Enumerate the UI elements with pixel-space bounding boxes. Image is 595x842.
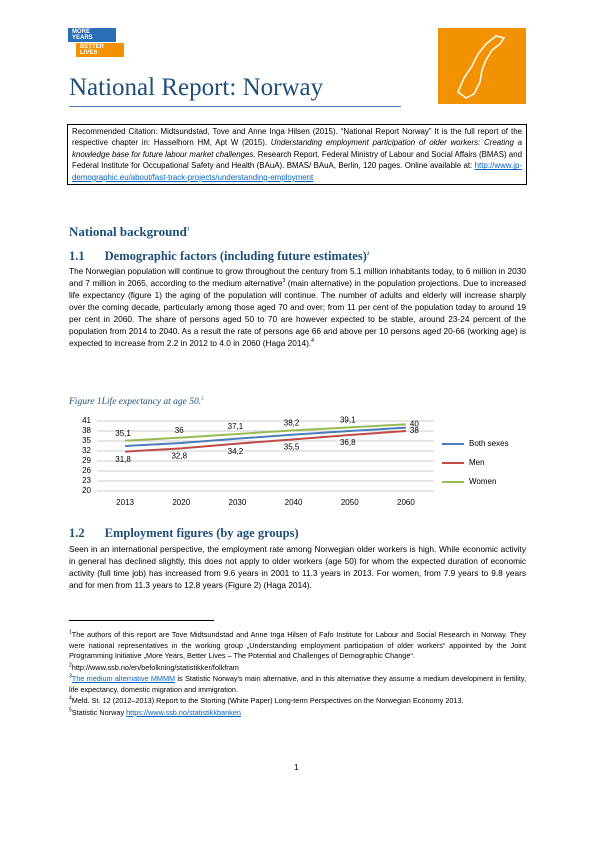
series-line [125, 430, 406, 453]
page-number: 1 [294, 762, 299, 772]
legend-label: Both sexes [469, 439, 509, 448]
map-icon [438, 28, 526, 104]
subsection-heading: 1.1 Demographic factors (including future… [69, 249, 369, 264]
figure-caption: Figure 1Life expectancy at age 50.5 [69, 397, 204, 407]
footnote-rule [69, 620, 214, 621]
x-tick-label: 2013 [116, 498, 134, 507]
footnote-mark: 3 [69, 673, 72, 680]
footnote-text: Meld. St. 12 (2012–2013) Report to the S… [71, 696, 464, 705]
title: National Report: Norway [69, 74, 324, 101]
y-tick-label: 41 [82, 416, 91, 425]
subsection-number: 1.2 [69, 526, 85, 540]
x-tick-label: 2040 [285, 498, 303, 507]
data-label: 35,5 [284, 442, 300, 451]
y-tick-label: 26 [82, 466, 91, 475]
logo-line: BETTER LIVES [76, 43, 124, 57]
section-title: National background [69, 224, 187, 239]
data-label: 37,1 [228, 422, 244, 431]
y-tick-label: 23 [82, 476, 91, 485]
legend-label: Men [469, 458, 485, 467]
footnote-text: Statistic Norway [71, 707, 127, 717]
citation-text: Recommended Citation: Midtsundstad, Tove… [72, 127, 522, 148]
y-tick-label: 35 [82, 436, 91, 445]
footnote-link[interactable]: The medium alternative MMMM [71, 674, 176, 683]
footnote-mark: 1 [69, 629, 72, 636]
subsection-heading: 1.2 Employment figures (by age groups) [69, 526, 299, 541]
section-heading: National background1 [69, 224, 189, 240]
logo-line: MORE YEARS [68, 28, 116, 42]
y-tick-label: 29 [82, 456, 91, 465]
data-label: 39,1 [340, 415, 356, 424]
subsection-number: 1.1 [69, 249, 85, 263]
series-line [125, 423, 406, 442]
x-tick-label: 2060 [397, 498, 415, 507]
title-rule [69, 106, 401, 107]
citation-link[interactable]: http://www.jp-demographic.eu/about/fast-… [72, 161, 522, 182]
footnote: 5Statistic Norway https://www.ssb.no/sta… [69, 708, 526, 719]
paragraph: Seen in an international perspective, th… [69, 544, 526, 590]
data-label: 35,1 [115, 429, 131, 438]
footnote-ref: 1 [186, 227, 190, 233]
footnote-text: http://www.ssb.no/en/befolkning/statisti… [71, 662, 239, 672]
subsection-title: Employment figures (by age groups) [104, 526, 299, 540]
logo: MORE YEARS BETTER LIVES [68, 28, 124, 57]
y-tick-label: 20 [82, 486, 91, 495]
footnote: 4Meld. St. 12 (2012–2013) Report to the … [69, 696, 526, 707]
caption-text: Figure 1Life expectancy at age 50. [69, 397, 202, 407]
footnote-mark: 5 [69, 707, 72, 714]
data-label: 36 [175, 426, 184, 435]
footnote-mark: 4 [69, 695, 72, 702]
paragraph-text: (main alternative) in the population pro… [69, 278, 526, 348]
footnote-link[interactable]: https://www.ssb.no/statistikkbanken [126, 707, 241, 717]
x-tick-label: 2050 [341, 498, 359, 507]
citation-text: Research Report. Federal Ministry of Lab… [72, 149, 522, 171]
citation-italic: Understanding employment participation o… [72, 138, 522, 159]
y-tick-label: 32 [82, 446, 91, 455]
footnotes: 1The authors of this report are Tove Mid… [69, 630, 526, 719]
footnote-ref: 4 [311, 338, 314, 345]
footnote-text: is Statistic Norway's main alternative, … [69, 674, 527, 694]
x-tick-label: 2020 [172, 498, 190, 507]
footnote: 1The authors of this report are Tove Mid… [69, 630, 526, 662]
footnote-mark: 2 [69, 662, 72, 669]
x-tick-label: 2030 [229, 498, 247, 507]
y-tick-label: 38 [82, 426, 91, 435]
footnote-ref: 5 [201, 396, 204, 402]
footnote-ref: 3 [282, 278, 286, 285]
footnote-ref: 2 [366, 251, 370, 257]
subsection-title: Demographic factors (including future es… [104, 249, 367, 263]
paragraph-text: The Norwegian population will continue t… [69, 266, 526, 288]
citation-box: Recommended Citation: Midtsundstad, Tove… [67, 124, 527, 186]
data-label: 31,8 [115, 455, 131, 464]
footnote-text: The authors of this report are Tove Midt… [69, 630, 526, 660]
data-label: 40 [410, 419, 419, 428]
footnote: 3The medium alternative MMMM is Statisti… [69, 674, 526, 695]
data-label: 34,2 [228, 447, 244, 456]
data-label: 32,8 [171, 451, 187, 460]
data-label: 38 [410, 426, 419, 435]
paragraph: The Norwegian population will continue t… [69, 265, 526, 349]
legend-label: Women [469, 477, 496, 486]
data-label: 36,8 [340, 438, 356, 447]
footnote: 2http://www.ssb.no/en/befolkning/statist… [69, 663, 526, 674]
data-label: 38,2 [284, 418, 300, 427]
series-line [125, 426, 406, 447]
